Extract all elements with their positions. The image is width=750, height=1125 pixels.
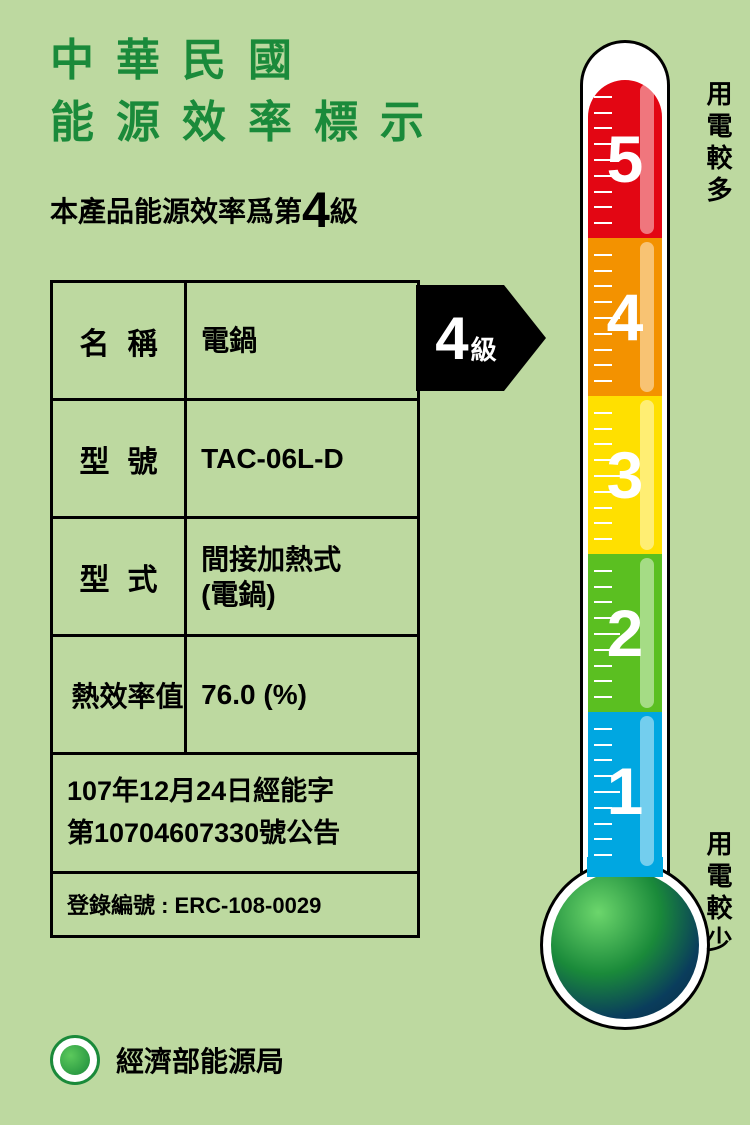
globe-icon [551, 871, 699, 1019]
notice-row: 107年12月24日經能字 第10704607330號公告 [52, 754, 419, 873]
subtitle-suffix: 級 [330, 196, 358, 227]
row-value: TAC-06L-D [186, 400, 419, 518]
thermo-segment-2: 2 [588, 554, 662, 712]
row-label: 型號 [52, 400, 186, 518]
row-label: 型式 [52, 518, 186, 636]
thermo-segment-3: 3 [588, 396, 662, 554]
agency-logo-icon [50, 1035, 100, 1085]
table-row: 型號TAC-06L-D [52, 400, 419, 518]
thermometer: 54321 [550, 40, 700, 1060]
grade-pointer: 4 級 [416, 285, 546, 391]
table-row: 熱效率值76.0 (%) [52, 636, 419, 754]
row-label: 名稱 [52, 282, 186, 400]
notice-text: 107年12月24日經能字 第10704607330號公告 [52, 754, 419, 873]
label-more-power: 用電較多 [700, 80, 737, 208]
pointer-suffix: 級 [471, 330, 497, 367]
registration-row: 登錄編號 : ERC-108-0029 [52, 872, 419, 936]
row-value: 間接加熱式 (電鍋) [186, 518, 419, 636]
table-row: 型式間接加熱式 (電鍋) [52, 518, 419, 636]
agency-name: 經濟部能源局 [116, 1040, 284, 1080]
footer: 經濟部能源局 [50, 1035, 284, 1085]
thermo-segment-1: 1 [588, 712, 662, 870]
subtitle-grade: 4 [302, 182, 330, 238]
row-value: 76.0 (%) [186, 636, 419, 754]
row-value: 電鍋 [186, 282, 419, 400]
subtitle-prefix: 本產品能源效率爲第 [50, 196, 302, 227]
row-label: 熱效率值 [52, 636, 186, 754]
table-row: 名稱電鍋 [52, 282, 419, 400]
spec-table: 名稱電鍋型號TAC-06L-D型式間接加熱式 (電鍋)熱效率值76.0 (%)1… [50, 280, 420, 938]
thermo-bulb [540, 860, 710, 1030]
label-less-power: 用電較少 [700, 830, 737, 958]
thermo-segment-5: 5 [588, 80, 662, 238]
registration-text: 登錄編號 : ERC-108-0029 [52, 872, 419, 936]
pointer-grade: 4 [435, 304, 468, 373]
thermo-segment-4: 4 [588, 238, 662, 396]
